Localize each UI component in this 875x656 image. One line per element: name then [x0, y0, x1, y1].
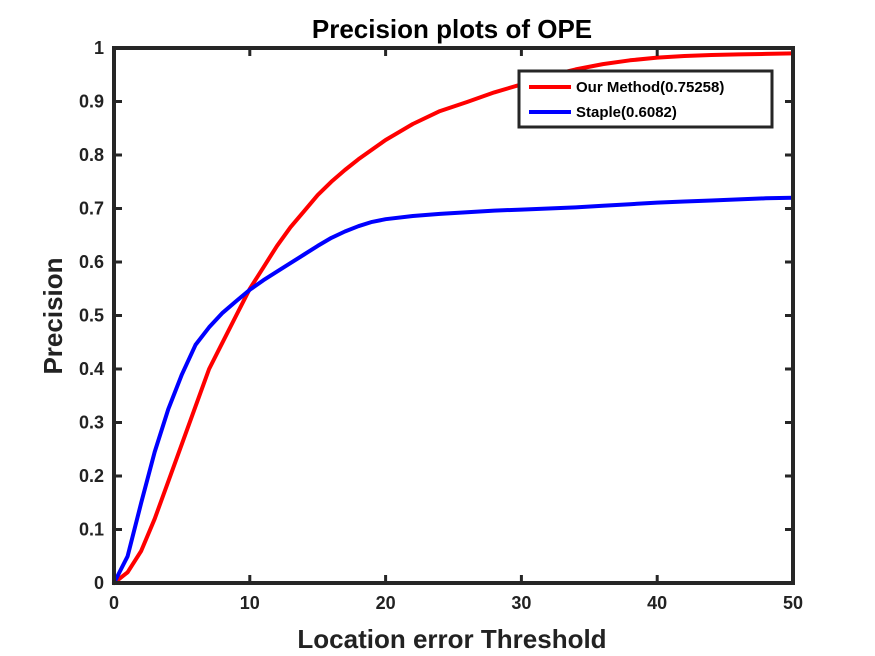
- y-tick-label: 0.3: [79, 413, 104, 433]
- y-tick-label: 0.8: [79, 145, 104, 165]
- x-axis-label: Location error Threshold: [297, 624, 606, 654]
- x-tick-label: 40: [647, 593, 667, 613]
- legend-label-1: Our Method(0.75258): [576, 79, 724, 96]
- y-tick-label: 0.9: [79, 92, 104, 112]
- y-tick-label: 0.4: [79, 359, 104, 379]
- x-tick-label: 10: [240, 593, 260, 613]
- plot-area: 0 10 20 30 40 50 0 0.1 0.2 0.3 0.4 0.5 0.6 0.7 0.8 0.9 1: [79, 38, 803, 613]
- y-tick-label: 0.6: [79, 252, 104, 272]
- series-line-2: [112, 195, 795, 585]
- x-tick-label: 0: [109, 593, 119, 613]
- x-tick-label: 30: [511, 593, 531, 613]
- y-tick-label: 0.5: [79, 306, 104, 326]
- legend-label-2: Staple(0.6082): [576, 104, 677, 121]
- chart-title: Precision plots of OPE: [312, 14, 592, 44]
- y-tick-label: 0: [94, 573, 104, 593]
- series-line-1: [112, 51, 795, 585]
- y-tick-label: 0.7: [79, 199, 104, 219]
- x-tick-label: 50: [783, 593, 803, 613]
- legend-box: [517, 69, 774, 129]
- y-tick-label: 1: [94, 38, 104, 58]
- x-tick-label: 20: [376, 593, 396, 613]
- y-tick-label: 0.1: [79, 520, 104, 540]
- y-axis-label: Precision: [38, 257, 68, 374]
- y-tick-label: 0.2: [79, 466, 104, 486]
- legend: Our Method(0.75258) Staple(0.6082): [517, 69, 774, 129]
